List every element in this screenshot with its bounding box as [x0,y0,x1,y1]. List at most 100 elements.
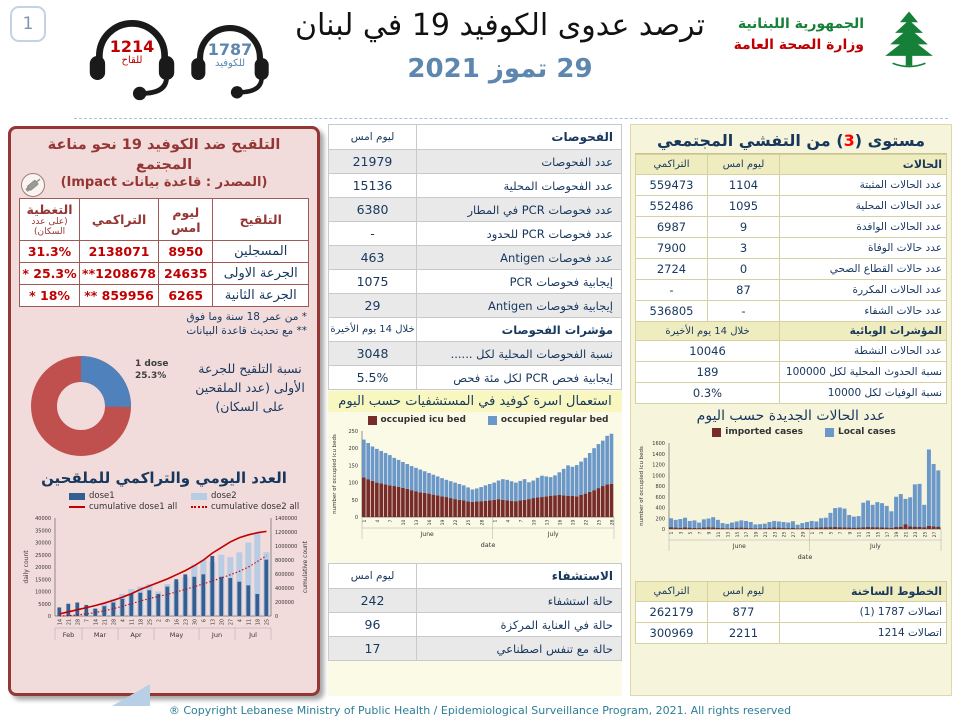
row-label: عدد الحالات المكررة [779,279,947,301]
hospitalization-col-yesterday: ليوم امس [328,563,417,589]
first-dose-donut-chart: 1 dose 25.3% [31,356,168,457]
svg-text:23: 23 [184,619,190,625]
svg-text:4: 4 [375,519,381,522]
svg-text:21: 21 [67,619,73,625]
col-cumulative: التراكمي [79,198,160,242]
legend-label: Local cases [837,427,896,437]
svg-text:5: 5 [688,531,694,534]
table-row: عدد الحالات المحلية 1095 552486 [635,195,947,217]
cumulative-dose2-swatch [191,506,207,509]
headset-icon [89,20,175,101]
row-label: المسجلين [212,240,309,264]
table-row: حالة مع تنفس اصطناعي 17 [328,636,622,661]
table-row: عدد حالات الوفاة 3 7900 [635,237,947,259]
hospitalization-title: الاستشفاء [416,563,622,589]
svg-text:28: 28 [76,619,82,625]
row-label: إيجابية فحوصات Antigen [416,293,622,318]
row-label: نسبة الفحوصات المحلية لكل ...... [416,341,622,366]
legend-label: dose2 [211,491,237,502]
footnote-1: * من عمر 18 سنة وما فوق [186,311,307,324]
svg-text:June: June [732,543,746,550]
section-value: خلال 14 يوم الأخيرة [328,317,417,342]
svg-text:25: 25 [782,531,788,537]
svg-text:date: date [798,553,813,561]
outbreak-title-pre: مستوى ( [854,131,925,150]
outbreak-column: مستوى (3) من التفشي المجتمعي الحالات ليو… [630,124,952,696]
new-cases-chart-legend: imported cases Local cases [635,424,947,437]
covid-hotline-label: للكوفيد [214,57,246,69]
table-row: عدد الحالات الوافدة 9 6987 [635,216,947,238]
svg-text:18: 18 [256,619,262,625]
table-row: عدد فحوصات PCR في المطار 6380 [328,197,622,222]
row-coverage: * 25.3% [18,262,81,286]
svg-text:Feb: Feb [63,631,75,639]
row-label: حالة مع تنفس اصطناعي [416,636,622,661]
svg-text:June: June [420,531,434,538]
svg-text:1400: 1400 [652,452,665,458]
svg-text:3: 3 [819,531,825,534]
svg-text:1: 1 [669,531,675,534]
row-label: عدد فحوصات Antigen [416,245,622,270]
svg-text:22: 22 [584,519,590,525]
svg-text:13: 13 [725,531,731,537]
table-row: إيجابية فحوصات Antigen 29 [328,293,622,318]
row-label: الجرعة الثانية [212,284,309,308]
svg-text:1400000: 1400000 [275,516,297,522]
svg-text:0: 0 [355,515,358,521]
row-label: إيجابية فحوصات PCR [416,269,622,294]
svg-text:200: 200 [348,446,358,452]
table-row: عدد فحوصات Antigen 463 [328,245,622,270]
row-label: عدد حالات الوفاة [779,237,947,259]
epi-indicators-header: المؤشرات الوبائية خلال 14 يوم الأخيرة [635,321,947,341]
row-yesterday: - [707,300,780,322]
legend-label: occupied icu bed [380,415,466,425]
row-yesterday: 6265 [158,284,214,308]
ministry-wordmark: الجمهورية اللبنانية وزارة الصحة العامة [684,14,864,56]
legend-label: imported cases [725,427,803,437]
ministry-line2: وزارة الصحة العامة [733,37,864,53]
row-label: نسبة الحدوث المحلية لكل 100000 [779,361,947,383]
svg-text:25: 25 [922,531,928,537]
row-cumulative: 300969 [635,622,708,644]
row-cumulative: - [635,279,708,301]
row-label: عدد الحالات المثبتة [779,174,947,196]
legend-label: cumulative dose1 all [89,502,178,513]
vaccination-chart-title: العدد اليومي والتراكمي للملقحين [41,469,287,488]
vaccination-footnotes: * من عمر 18 سنة وما فوق ** مع تحديث قاعد… [19,310,309,338]
svg-text:21: 21 [103,619,109,625]
svg-text:200000: 200000 [275,600,294,606]
copyright-footer: ® Copyright Lebanese Ministry of Public … [168,704,792,717]
svg-text:800: 800 [655,484,665,490]
row-value: 242 [328,588,417,613]
svg-text:17: 17 [744,531,750,537]
row-yesterday: 3 [707,237,780,259]
row-yesterday: 2211 [707,622,780,644]
svg-text:25: 25 [466,519,472,525]
svg-text:May: May [170,631,184,639]
svg-text:22: 22 [453,519,459,525]
hospital-beds-chart: 0 50 100 150 200 250 June 1 4 7 10 13 16 19 22 25 28 July… [332,429,616,549]
row-yesterday: 87 [707,279,780,301]
table-row: إيجابية فحص PCR لكل مئة فحص 5.5% [328,365,622,390]
row-value: 3048 [328,341,417,366]
svg-text:11: 11 [857,531,863,537]
svg-text:25.3%: 25.3% [135,371,166,381]
legend-local-cases: Local cases [824,427,896,437]
svg-text:200: 200 [655,516,665,522]
svg-text:19: 19 [894,531,900,537]
section-value: خلال 14 يوم الأخيرة [635,321,780,341]
col-coverage-label: التغطية [26,202,73,218]
svg-text:19: 19 [571,519,577,525]
svg-text:23: 23 [913,531,919,537]
row-label: عدد الحالات الوافدة [779,216,947,238]
ministry-line1: الجمهورية اللبنانية [737,16,864,32]
svg-text:4: 4 [238,619,244,622]
svg-text:28: 28 [610,519,616,525]
legend-label: cumulative dose2 all [211,502,300,513]
cases-table-header: الحالات ليوم امس التراكمي [635,154,947,175]
vaccination-title: التلقيح ضد الكوفيد 19 نحو مناعة المجتمع [47,137,281,173]
svg-text:13: 13 [211,619,217,625]
cases-col-yesterday: ليوم امس [707,154,780,175]
bed-chart-title: استعمال اسرة كوفيد في المستشفيات حسب الي… [328,391,622,412]
